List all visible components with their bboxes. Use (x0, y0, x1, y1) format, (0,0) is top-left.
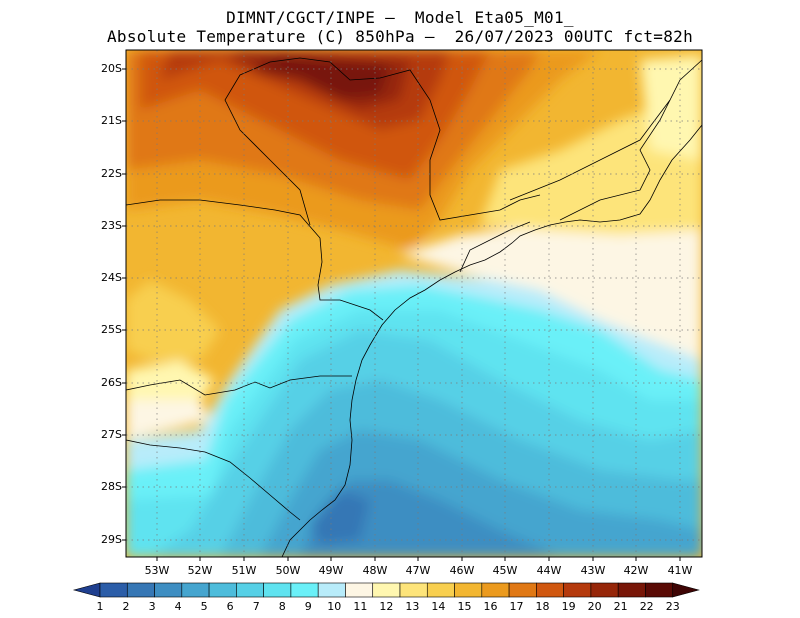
colorbar-label: 2 (122, 600, 130, 613)
colorbar-swatch (208, 582, 237, 598)
map-title-line2: Absolute Temperature (C) 850hPa – 26/07/… (106, 27, 694, 46)
coastline-borders (126, 57, 702, 557)
colorbar-label: 17 (509, 600, 524, 613)
colorbar-swatch (126, 582, 155, 598)
colorbar-swatch (263, 582, 292, 598)
lat-label-24s: 24S (101, 271, 122, 284)
map-title-line1: DIMNT/CGCT/INPE – Model Eta05_M01_ (226, 8, 574, 27)
lat-label-28s: 28S (101, 480, 122, 493)
lon-label-42w: 42W (623, 564, 649, 577)
colorbar-arrow-min (72, 582, 101, 598)
colorbar-arrow-max (672, 582, 700, 598)
lat-label-22s: 22S (101, 167, 122, 180)
colorbar-label: 11 (353, 600, 368, 613)
colorbar-swatch (645, 582, 674, 598)
colorbar-swatch (454, 582, 483, 598)
lon-label-50w: 50W (275, 564, 301, 577)
lon-label-47w: 47W (405, 564, 431, 577)
colorbar-label: 1 (96, 600, 104, 613)
lon-label-46w: 46W (449, 564, 475, 577)
colorbar-label: 23 (665, 600, 680, 613)
colorbar-label: 15 (457, 600, 472, 613)
colorbar-label: 12 (379, 600, 394, 613)
lon-label-49w: 49W (318, 564, 344, 577)
lon-label-52w: 52W (187, 564, 213, 577)
colorbar-label: 21 (613, 600, 628, 613)
colorbar-label: 19 (561, 600, 576, 613)
colorbar-swatch (563, 582, 592, 598)
lon-label-51w: 51W (231, 564, 257, 577)
colorbar-label: 8 (278, 600, 286, 613)
colorbar-label: 6 (226, 600, 234, 613)
colorbar-label: 16 (483, 600, 498, 613)
colorbar-swatch (236, 582, 264, 598)
colorbar-swatch (399, 582, 428, 598)
lat-label-27s: 27S (101, 428, 122, 441)
colorbar-label: 13 (405, 600, 420, 613)
lon-label-41w: 41W (667, 564, 693, 577)
colorbar-label: 10 (327, 600, 342, 613)
lon-label-45w: 45W (492, 564, 518, 577)
colorbar-swatch (508, 582, 537, 598)
colorbar-label: 22 (639, 600, 654, 613)
lat-lon-grid (126, 50, 702, 557)
lat-label-29s: 29S (101, 533, 122, 546)
axis-ticks (122, 68, 681, 561)
lat-label-21s: 21S (101, 114, 122, 127)
colorbar-label: 14 (431, 600, 446, 613)
colorbar-label: 4 (174, 600, 182, 613)
colorbar-label: 7 (252, 600, 260, 613)
colorbar-label: 20 (587, 600, 602, 613)
lat-label-25s: 25S (101, 323, 122, 336)
colorbar-swatch (372, 582, 401, 598)
lon-label-53w: 53W (144, 564, 170, 577)
lat-label-26s: 26S (101, 376, 122, 389)
colorbar-swatch (617, 582, 646, 598)
temperature-field (126, 50, 702, 557)
lat-label-23s: 23S (101, 219, 122, 232)
colorbar-swatch (536, 582, 564, 598)
colorbar-label: 9 (304, 600, 312, 613)
colorbar-label: 3 (148, 600, 156, 613)
colorbar-swatch (317, 582, 346, 598)
colorbar-swatch (345, 582, 374, 598)
plot-frame (125, 49, 703, 558)
lat-label-20s: 20S (101, 62, 122, 75)
lon-label-44w: 44W (536, 564, 562, 577)
lon-label-43w: 43W (580, 564, 606, 577)
colorbar (72, 582, 700, 598)
colorbar-swatch (181, 582, 210, 598)
colorbar-swatch (99, 582, 128, 598)
colorbar-label: 18 (535, 600, 550, 613)
colorbar-swatch (290, 582, 319, 598)
colorbar-label: 5 (200, 600, 208, 613)
colorbar-swatch (426, 582, 455, 598)
colorbar-swatch (154, 582, 183, 598)
colorbar-swatch (481, 582, 510, 598)
lon-label-48w: 48W (362, 564, 388, 577)
colorbar-swatch (590, 582, 619, 598)
